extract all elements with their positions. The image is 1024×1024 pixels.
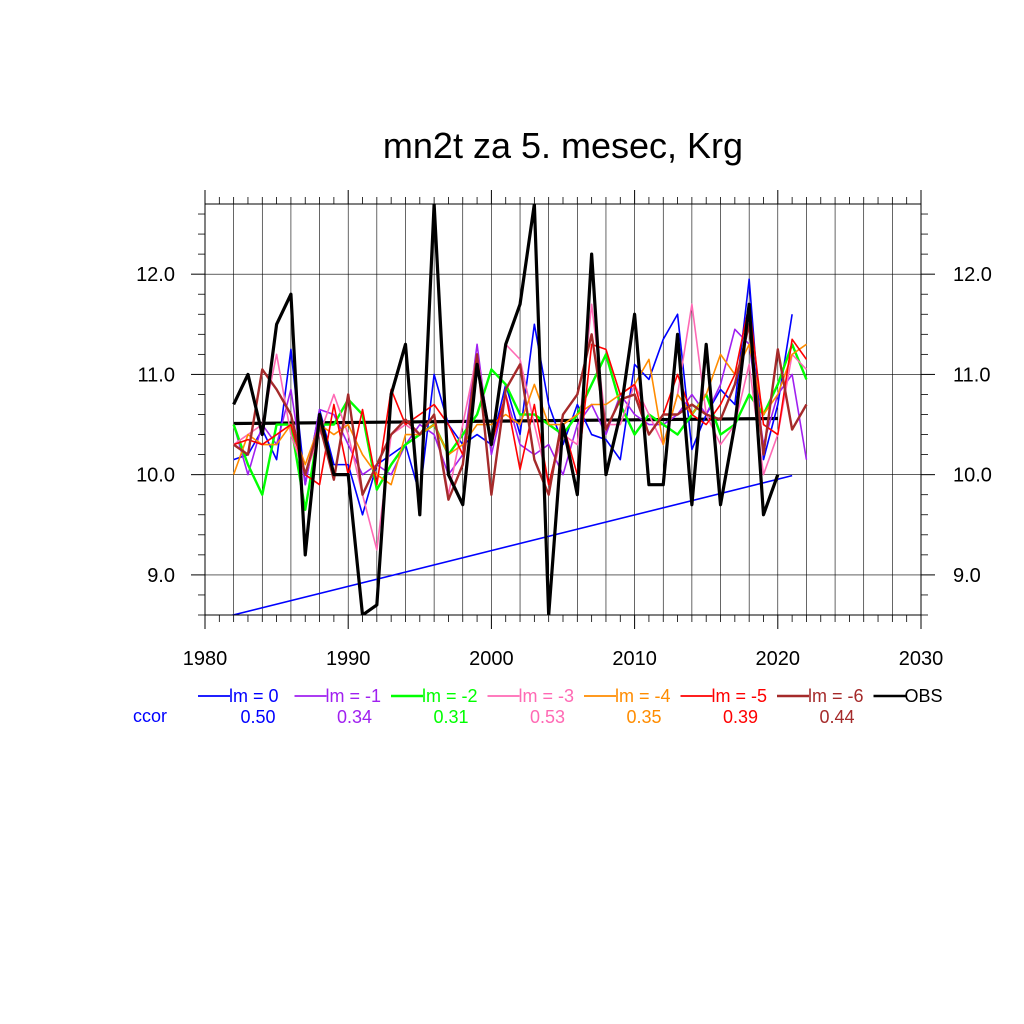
x-tick-label: 1990 (326, 648, 371, 670)
ccor-value: 0.39 (723, 707, 758, 727)
trend-line (233, 416, 778, 426)
x-tick-label: 1980 (183, 648, 228, 670)
y-tick-label: 9.0 (147, 565, 175, 587)
chart-title: mn2t za 5. mesec, Krg (383, 125, 743, 166)
legend-label: lm = -3 (519, 686, 575, 706)
legend-label: OBS (905, 686, 943, 706)
axes: 1980 1990 2000 2010 2020 2030 9.0 9.0 10.0 10.0 11… (136, 190, 992, 670)
x-tick-label: 2020 (756, 648, 801, 670)
ccor-value: 0.34 (337, 707, 372, 727)
legend-label: lm = -5 (712, 686, 768, 706)
ccor-value: 0.31 (433, 707, 468, 727)
series-line-obs (232, 204, 780, 615)
ccor-label: ccor (133, 706, 167, 726)
legend-label: lm = -2 (422, 686, 478, 706)
legend-label: lm = -4 (615, 686, 671, 706)
y-tick-label: 12.0 (136, 264, 175, 286)
y-tick-label-right: 11.0 (953, 364, 990, 386)
x-tick-label: 2010 (612, 648, 657, 670)
ccor-value: 0.50 (240, 707, 275, 727)
grid (205, 204, 921, 615)
series-line-lm-5 (233, 303, 808, 486)
x-tick-label: 2000 (469, 648, 514, 670)
ccor-value: 0.44 (819, 707, 854, 727)
y-tick-label-right: 10.0 (953, 465, 992, 487)
y-tick-label-right: 12.0 (953, 264, 992, 286)
y-tick-label: 10.0 (136, 465, 175, 487)
series-line-lm-3 (233, 303, 808, 551)
plot-area (229, 204, 808, 615)
trend-line (229, 474, 793, 615)
legend-label: lm = -1 (326, 686, 382, 706)
y-tick-label: 11.0 (138, 364, 175, 386)
ccor-value: 0.53 (530, 707, 565, 727)
x-tick-label: 2030 (899, 648, 944, 670)
legend-label: lm = -6 (808, 686, 864, 706)
legend-label: lm = 0 (229, 686, 279, 706)
y-tick-label-right: 9.0 (953, 565, 981, 587)
plot-frame (204, 203, 922, 616)
ccor-value: 0.35 (626, 707, 661, 727)
